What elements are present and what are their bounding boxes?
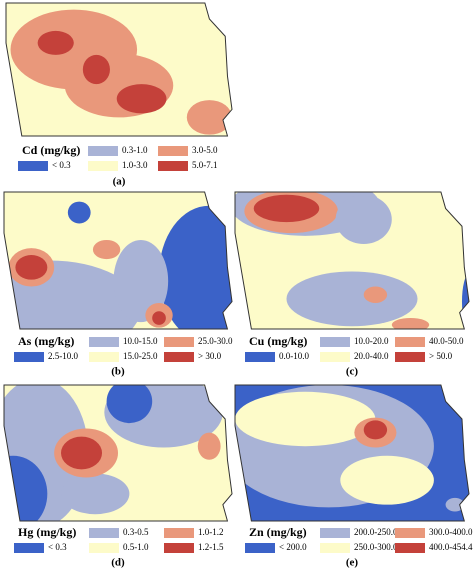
legend-swatch [164, 528, 194, 538]
legend-label: 0.3-1.0 [122, 145, 148, 155]
legend-swatch [164, 543, 194, 553]
map-zone [92, 239, 121, 260]
map-zone [159, 205, 232, 329]
panel-caption: (c) [346, 366, 359, 378]
panel-caption: (b) [111, 366, 125, 378]
map-zone [116, 84, 167, 114]
legend-swatch [320, 528, 350, 538]
map-outline [3, 191, 233, 330]
legend-label: 1.2-1.5 [198, 542, 224, 552]
legend-label: < 0.3 [48, 542, 67, 552]
map-zone [113, 239, 169, 323]
legend-swatch [89, 337, 119, 347]
legend-swatch [395, 528, 425, 538]
legend-swatch [395, 352, 425, 362]
legend-label: 15.0-25.0 [123, 351, 158, 361]
map-zone [445, 497, 465, 512]
map-zone [152, 311, 166, 325]
map [6, 3, 232, 136]
map-zone [60, 473, 130, 515]
map-outline [3, 384, 233, 522]
map-zone [60, 436, 103, 470]
map-zone [82, 54, 110, 85]
legend-label: 1.0-3.0 [122, 160, 148, 170]
map [4, 192, 232, 329]
legend-swatch [14, 543, 44, 553]
legend-title: Cd (mg/kg) [22, 143, 80, 157]
legend-swatch [320, 337, 350, 347]
map-zone [340, 455, 434, 505]
map-zone [363, 286, 388, 303]
legend-label: 10.0-15.0 [123, 336, 158, 346]
map-zone [106, 385, 153, 424]
map-zone [335, 194, 392, 245]
map-zone [253, 194, 320, 223]
legend-swatch [164, 352, 194, 362]
legend-swatch [164, 337, 194, 347]
legend-label: < 0.3 [52, 160, 71, 170]
legend-label: 0.5-1.0 [123, 542, 149, 552]
legend-swatch [245, 352, 275, 362]
legend-title: Zn (mg/kg) [249, 525, 307, 539]
map-zone [37, 30, 74, 55]
legend-label: 2.5-10.0 [48, 351, 78, 361]
map-outline [234, 384, 470, 522]
legend-swatch [18, 161, 48, 171]
map-zone [197, 432, 221, 460]
legend-swatch [89, 543, 119, 553]
legend-swatch [89, 528, 119, 538]
legend-label: 5.0-7.1 [192, 160, 218, 170]
panel-caption: (e) [346, 557, 359, 569]
legend-swatch [158, 146, 188, 156]
legend-swatch [88, 146, 118, 156]
legend-label: 3.0-5.0 [192, 145, 218, 155]
legend-label: > 50.0 [429, 351, 453, 361]
map-zone [186, 100, 232, 135]
legend-swatch [320, 352, 350, 362]
legend-label: 200.0-250.0 [354, 527, 398, 537]
legend-swatch [395, 337, 425, 347]
legend-title: As (mg/kg) [18, 334, 74, 348]
legend-label: < 200.0 [279, 542, 307, 552]
legend-title: Cu (mg/kg) [249, 334, 307, 348]
map-zone [391, 318, 430, 329]
map [235, 192, 469, 329]
legend-swatch [89, 352, 119, 362]
map-outline [234, 191, 470, 330]
map [235, 385, 469, 521]
legend-label: 300.0-400.0 [429, 527, 473, 537]
legend-swatch [245, 543, 275, 553]
legend-swatch [158, 161, 188, 171]
legend-label: > 30.0 [198, 351, 222, 361]
legend-label: 1.0-1.2 [198, 527, 224, 537]
legend-swatch [320, 543, 350, 553]
map-zone [363, 420, 388, 440]
legend-swatch [14, 352, 44, 362]
panel-caption: (a) [113, 176, 126, 188]
legend-label: 25.0-30.0 [198, 336, 233, 346]
legend-label: 400.0-454.4 [429, 542, 473, 552]
map-zone [235, 391, 376, 447]
map-zone [15, 255, 48, 280]
map-zone [4, 260, 141, 329]
legend-label: 20.0-40.0 [354, 351, 389, 361]
legend-label: 250.0-300.0 [354, 542, 398, 552]
legend-label: 40.0-50.0 [429, 336, 464, 346]
legend-title: Hg (mg/kg) [18, 525, 76, 539]
legend-swatch [395, 543, 425, 553]
legend-label: 0.3-0.5 [123, 527, 149, 537]
map [4, 385, 232, 521]
legend-label: 10.0-20.0 [354, 336, 389, 346]
map-zone [286, 271, 418, 327]
panel-caption: (d) [111, 557, 125, 569]
map-zone [67, 201, 91, 224]
legend-swatch [88, 161, 118, 171]
map-outline [5, 2, 233, 137]
legend-label: 0.0-10.0 [279, 351, 309, 361]
